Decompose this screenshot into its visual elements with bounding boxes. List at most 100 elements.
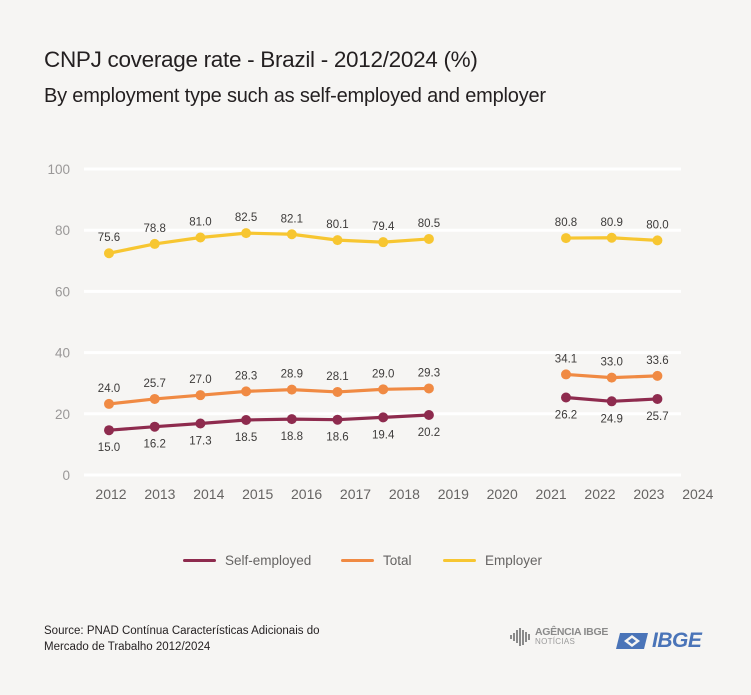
x-tick-label: 2022 [584, 486, 615, 502]
data-label-self-employed: 18.8 [281, 431, 303, 443]
data-point-employer[interactable] [104, 248, 114, 259]
series-line-employer [107, 231, 431, 255]
x-tick-label: 2021 [536, 486, 567, 502]
series-group [104, 228, 663, 436]
chart-title: CNPJ coverage rate - Brazil - 2012/2024 … [44, 47, 478, 72]
x-tick-label: 2018 [389, 486, 420, 502]
data-point-employer[interactable] [195, 232, 206, 243]
y-tick-label: 20 [55, 407, 70, 422]
data-label-self-employed: 16.2 [144, 439, 166, 451]
y-tick-label: 0 [62, 468, 70, 483]
data-label-total: 33.0 [601, 357, 623, 369]
chart-subtitle: By employment type such as self-employed… [44, 85, 546, 107]
data-label-total: 34.1 [555, 353, 577, 365]
agencia-ibge-icon [510, 628, 530, 646]
x-tick-label: 2012 [95, 486, 126, 502]
y-tick-label: 60 [55, 284, 70, 299]
data-point-employer[interactable] [606, 232, 617, 243]
x-axis-ticks: 2012 2013 2014 2015 2016 2017 2018 2019 2020 2021… [95, 486, 713, 502]
data-label-employer: 81.0 [189, 216, 211, 228]
data-point-self-employed[interactable] [195, 418, 206, 429]
x-tick-label: 2013 [144, 486, 175, 502]
data-label-self-employed: 19.4 [372, 429, 395, 441]
data-label-employer: 80.0 [646, 219, 668, 231]
data-label-employer: 80.5 [418, 218, 440, 230]
data-point-employer[interactable] [286, 229, 297, 240]
data-point-total[interactable] [104, 398, 114, 409]
data-point-employer[interactable] [378, 237, 389, 248]
data-point-total[interactable] [241, 386, 252, 397]
x-tick-label: 2015 [242, 486, 273, 502]
data-point-total[interactable] [652, 370, 663, 381]
x-tick-label: 2020 [487, 486, 518, 502]
data-point-total[interactable] [561, 369, 571, 380]
data-label-total: 24.0 [98, 383, 120, 395]
agencia-logo-text: AGÊNCIA IBGE [535, 626, 609, 638]
data-label-self-employed: 26.2 [555, 409, 577, 421]
chart-legend: Self-employed Total Employer [0, 550, 751, 570]
data-label-employer: 80.8 [555, 217, 577, 229]
ibge-icon [616, 633, 648, 649]
data-point-self-employed[interactable] [149, 421, 160, 432]
data-point-self-employed[interactable] [104, 425, 114, 436]
data-point-employer[interactable] [561, 233, 571, 244]
legend-swatch-self-employed [183, 558, 216, 562]
data-label-employer: 82.1 [281, 213, 303, 225]
data-labels: 15.0 16.2 17.3 18.5 18.8 18.6 19.4 20.2 26.2 24.9… [98, 212, 669, 454]
data-label-employer: 79.4 [372, 221, 395, 233]
y-tick-label: 100 [47, 162, 70, 177]
data-label-self-employed: 15.0 [98, 442, 120, 454]
data-point-total[interactable] [195, 390, 206, 401]
data-point-self-employed[interactable] [606, 396, 617, 407]
data-label-employer: 80.9 [601, 217, 623, 229]
data-point-self-employed[interactable] [286, 414, 297, 425]
y-axis-ticks: 0 20 40 60 80 100 [47, 162, 70, 483]
data-label-total: 29.0 [372, 368, 394, 380]
legend-item-self-employed[interactable]: Self-employed [183, 550, 311, 570]
data-point-total[interactable] [332, 386, 343, 397]
data-point-self-employed[interactable] [652, 393, 663, 404]
legend-item-employer[interactable]: Employer [443, 550, 542, 570]
data-point-total[interactable] [378, 384, 389, 395]
series-line-self-employed [107, 413, 431, 432]
data-point-employer[interactable] [652, 235, 663, 246]
series-line-total [107, 386, 431, 406]
source-note: Source: PNAD Contínua Características Ad… [44, 625, 320, 653]
legend-swatch-employer [443, 558, 476, 562]
series-self-employed [104, 392, 663, 436]
x-tick-label: 2016 [291, 486, 322, 502]
data-point-employer[interactable] [241, 228, 252, 239]
data-label-total: 28.1 [326, 371, 348, 383]
y-tick-label: 40 [55, 346, 70, 361]
data-point-self-employed[interactable] [241, 414, 252, 425]
data-label-self-employed: 25.7 [646, 411, 668, 423]
legend-item-total[interactable]: Total [341, 550, 412, 570]
data-label-total: 25.7 [144, 378, 166, 390]
data-label-self-employed: 24.9 [601, 413, 623, 425]
data-label-total: 33.6 [646, 355, 668, 367]
data-point-self-employed[interactable] [332, 414, 343, 425]
agencia-ibge-logo[interactable]: AGÊNCIA IBGE NOTÍCIAS [510, 627, 608, 647]
data-point-total[interactable] [286, 384, 297, 395]
data-point-employer[interactable] [423, 233, 434, 244]
legend-swatch-total [341, 558, 374, 562]
data-label-total: 29.3 [418, 367, 440, 379]
data-point-total[interactable] [149, 393, 160, 404]
data-label-total: 28.3 [235, 370, 257, 382]
legend-label-employer: Employer [485, 552, 543, 568]
x-tick-label: 2023 [633, 486, 664, 502]
data-point-total[interactable] [423, 383, 434, 394]
data-label-self-employed: 18.6 [326, 432, 348, 444]
ibge-logo-text: IBGE [652, 629, 702, 652]
data-point-employer[interactable] [149, 238, 160, 249]
data-point-employer[interactable] [332, 235, 343, 246]
data-point-total[interactable] [606, 372, 617, 383]
legend-label-total: Total [383, 552, 412, 568]
ibge-logo[interactable]: IBGE [614, 629, 702, 653]
data-label-employer: 80.1 [326, 219, 348, 231]
data-point-self-employed[interactable] [378, 412, 389, 423]
data-label-total: 28.9 [281, 369, 303, 381]
data-point-self-employed[interactable] [561, 392, 571, 403]
data-point-self-employed[interactable] [423, 410, 434, 421]
